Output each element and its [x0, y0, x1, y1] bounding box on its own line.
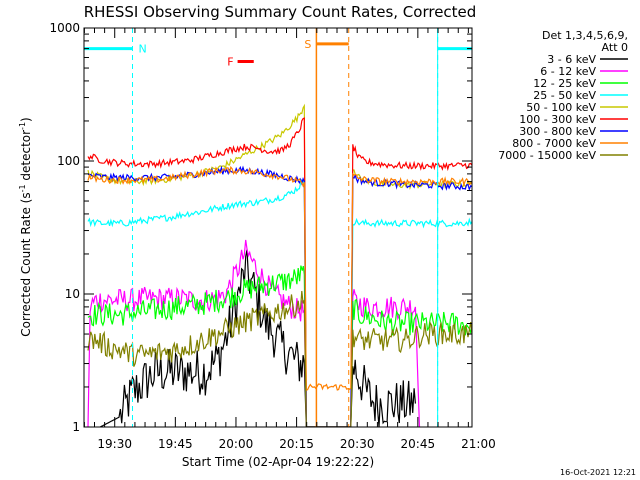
x-tick-label: 19:30: [97, 437, 132, 451]
x-tick-label: 21:00: [461, 437, 496, 451]
series-line-7: [87, 165, 472, 392]
legend-label: 3 - 6 keV: [547, 53, 596, 66]
plot-frame: [83, 27, 473, 428]
x-tick-label: 20:30: [340, 437, 375, 451]
y-axis-title: Corrected Count Rate (s-1 detector-1): [18, 117, 33, 336]
y-tick-label: 1000: [49, 21, 80, 35]
x-axis: 19:30 19:45 20:00 20:15 20:30 20:45 21:00: [83, 28, 496, 451]
y-tick-label: 10: [65, 287, 80, 301]
y-axis-title-suffix: ): [19, 117, 33, 122]
legend-label: 100 - 300 keV: [519, 113, 596, 126]
x-tick-label: 19:45: [158, 437, 193, 451]
y-axis-title-mid: detector: [19, 130, 33, 185]
chart-title: RHESSI Observing Summary Count Rates, Co…: [84, 3, 477, 21]
legend-label: 800 - 7000 keV: [512, 137, 596, 150]
series-line-3: [87, 178, 472, 427]
plot-area: [87, 103, 472, 427]
series-line-6: [87, 165, 472, 427]
series-line-1: [87, 239, 421, 427]
x-tick-label: 20:45: [401, 437, 436, 451]
flag-label: S: [304, 38, 311, 51]
x-tick-label: 20:00: [219, 437, 254, 451]
observing-flags: N F S: [84, 28, 473, 427]
legend-label: 6 - 12 keV: [540, 65, 596, 78]
generation-timestamp: 16-Oct-2021 12:21: [560, 468, 636, 477]
series-line-2: [87, 265, 472, 427]
y-axis-title-prefix: Corrected Count Rate (s: [19, 192, 33, 336]
y-axis-title-sup1: -1: [18, 184, 27, 192]
y-tick-label: 100: [57, 154, 80, 168]
series-line-8: [87, 290, 472, 427]
legend-label: 25 - 50 keV: [533, 89, 596, 102]
x-tick-label: 20:15: [279, 437, 314, 451]
legend-header-line2: Att 0: [602, 41, 628, 54]
legend-label: 12 - 25 keV: [533, 77, 596, 90]
legend-header-line1: Det 1,3,4,5,6,9,: [542, 29, 628, 42]
y-tick-label: 1: [72, 420, 80, 434]
flag-label: N: [139, 43, 147, 56]
legend-label: 50 - 100 keV: [526, 101, 596, 114]
legend-label: 7000 - 15000 keV: [498, 149, 596, 162]
legend-label: 300 - 800 keV: [519, 125, 596, 138]
x-axis-title: Start Time (02-Apr-04 19:22:22): [182, 455, 374, 469]
y-axis-title-sup2: -1: [18, 122, 27, 130]
flag-label: F: [227, 55, 233, 68]
series-line-5: [87, 117, 472, 427]
y-axis: 1 10 100 1000: [49, 21, 472, 434]
